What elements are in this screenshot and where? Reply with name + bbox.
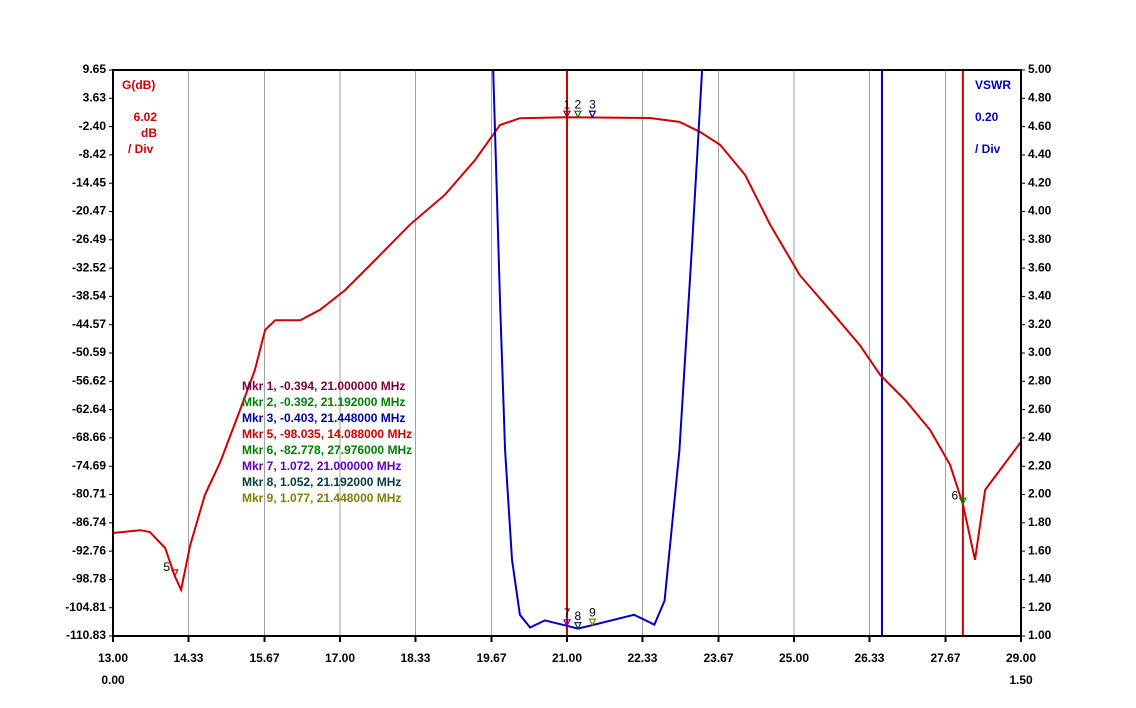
y2-tick-label: 4.80	[1028, 90, 1052, 104]
x-tick-label: 22.33	[627, 651, 657, 665]
y-tick-label: -104.81	[65, 600, 106, 614]
y-tick-label: -32.52	[72, 260, 106, 274]
marker	[588, 110, 597, 119]
marker	[573, 622, 582, 630]
y2-tick-label: 4.40	[1028, 147, 1052, 161]
y2-tick-label: 3.40	[1028, 289, 1052, 303]
y2-tick-label: 3.20	[1028, 317, 1052, 331]
marker	[573, 110, 582, 119]
x-tick-label: 18.33	[400, 651, 430, 665]
y-tick-label: -74.69	[72, 458, 106, 472]
y2-tick-label: 4.20	[1028, 175, 1052, 189]
y2-tick-label: 1.00	[1028, 628, 1052, 642]
x-tick-label: 13.00	[98, 651, 128, 665]
marker-readout: Mkr 9, 1.077, 21.448000 MHz	[242, 491, 401, 505]
marker	[958, 497, 967, 506]
y-tick-label: -44.57	[72, 317, 106, 331]
marker-label: 9	[589, 605, 596, 619]
x-tick-label: 15.67	[250, 651, 280, 665]
left-scale: 6.02	[134, 110, 158, 124]
y-tick-label: -2.40	[79, 119, 107, 133]
marker-label: 5	[163, 560, 170, 574]
y2-tick-label: 2.00	[1028, 487, 1052, 501]
x2-tick-label: 0.00	[101, 673, 125, 687]
series-line	[113, 116, 1021, 593]
right-axis-label: VSWR	[975, 78, 1011, 92]
y-tick-label: 9.65	[83, 62, 107, 76]
y2-tick-label: 2.20	[1028, 458, 1052, 472]
plot-area	[113, 70, 1021, 636]
y-tick-label: -20.47	[72, 204, 106, 218]
x-tick-label: 14.33	[173, 651, 203, 665]
x2-tick-label: 1.50	[1009, 673, 1033, 687]
y2-tick-label: 1.20	[1028, 600, 1052, 614]
marker-label: 7	[564, 606, 571, 620]
y-tick-label: -68.66	[72, 430, 106, 444]
series-line	[492, 70, 704, 630]
marker-label: 3	[589, 97, 596, 111]
marker	[170, 569, 179, 578]
x-tick-label: 25.00	[779, 651, 809, 665]
left-unit: dB	[141, 126, 157, 140]
x-tick-label: 19.67	[477, 651, 507, 665]
y2-tick-label: 1.60	[1028, 543, 1052, 557]
y-tick-label: -26.49	[72, 232, 106, 246]
y-tick-label: -62.64	[72, 402, 106, 416]
marker-readout: Mkr 2, -0.392, 21.192000 MHz	[242, 395, 405, 409]
plot-frame	[112, 69, 1022, 637]
marker-readout: Mkr 8, 1.052, 21.192000 MHz	[242, 475, 401, 489]
marker-readout: Mkr 6, -82.778, 27.976000 MHz	[242, 443, 412, 457]
y2-tick-label: 4.00	[1028, 204, 1052, 218]
y-tick-label: -14.45	[72, 175, 106, 189]
y-tick-label: -80.71	[72, 487, 106, 501]
y2-tick-label: 1.40	[1028, 572, 1052, 586]
marker-label: 2	[575, 97, 582, 111]
x-tick-label: 23.67	[704, 651, 734, 665]
y2-tick-label: 3.80	[1028, 232, 1052, 246]
right-div: / Div	[975, 142, 1001, 156]
y2-tick-label: 3.60	[1028, 260, 1052, 274]
x-tick-label: 26.33	[854, 651, 884, 665]
x-tick-label: 21.00	[552, 651, 582, 665]
y-tick-label: -38.54	[72, 289, 106, 303]
marker-label: 6	[952, 488, 959, 502]
marker-label: 1	[564, 97, 571, 111]
right-scale: 0.20	[975, 110, 999, 124]
marker	[588, 618, 597, 627]
left-div: / Div	[128, 142, 154, 156]
y2-tick-label: 2.80	[1028, 373, 1052, 387]
y2-tick-label: 1.80	[1028, 515, 1052, 529]
y-tick-label: -50.59	[72, 345, 106, 359]
y2-tick-label: 2.40	[1028, 430, 1052, 444]
marker-readout: Mkr 5, -98.035, 14.088000 MHz	[242, 427, 412, 441]
y-tick-label: -8.42	[79, 147, 107, 161]
y-tick-label: -110.83	[66, 628, 106, 642]
marker	[563, 110, 571, 119]
marker	[563, 619, 571, 628]
y-tick-label: -56.62	[72, 374, 106, 388]
x-tick-label: 29.00	[1006, 651, 1036, 665]
marker-readout: Mkr 1, -0.394, 21.000000 MHz	[242, 379, 405, 393]
y2-tick-label: 5.00	[1028, 62, 1052, 76]
x-tick-label: 17.00	[325, 651, 355, 665]
y2-tick-label: 3.00	[1028, 345, 1052, 359]
marker-readout: Mkr 7, 1.072, 21.000000 MHz	[242, 459, 401, 473]
marker-readout: Mkr 3, -0.403, 21.448000 MHz	[242, 411, 405, 425]
y2-tick-label: 2.60	[1028, 402, 1052, 416]
y-tick-label: -86.74	[72, 515, 106, 529]
y2-tick-label: 4.60	[1028, 119, 1052, 133]
left-axis-label: G(dB)	[122, 78, 155, 92]
y-tick-label: -92.76	[72, 543, 106, 557]
marker-label: 8	[575, 609, 582, 623]
x-tick-label: 27.67	[931, 651, 961, 665]
y-tick-label: 3.63	[83, 90, 107, 104]
y-tick-label: -98.78	[72, 572, 106, 586]
